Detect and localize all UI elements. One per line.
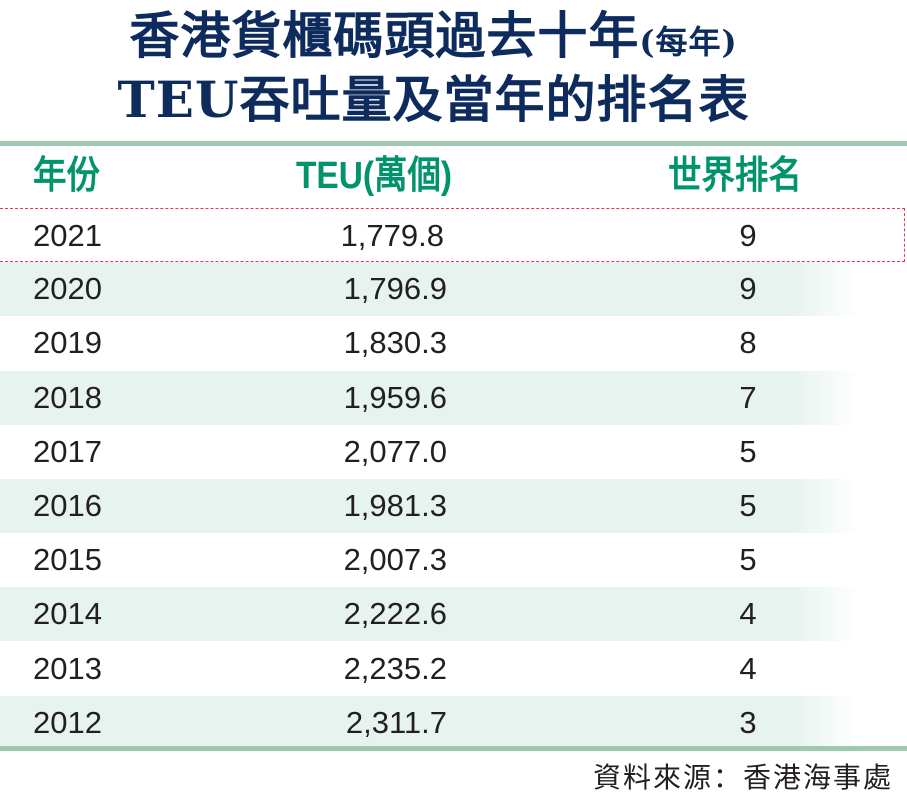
table-row: 2012 2,311.7 3 [0,695,907,750]
table-row: 2015 2,007.3 5 [0,533,907,587]
cell-teu: 1,779.8 [340,218,444,253]
cell-year: 2012 [33,704,102,740]
cell-rank: 5 [739,542,757,578]
cell-year: 2014 [33,596,102,632]
title-line-1: 香港貨櫃碼頭過去十年(每年) [0,6,887,72]
cell-rank: 8 [739,325,757,361]
table-row: 2017 2,077.0 5 [0,425,907,479]
title-suffix: (每年) [639,23,738,61]
cell-teu: 2,235.2 [343,650,447,686]
header-teu: TEU(萬個) [296,155,453,197]
cell-year: 2020 [33,271,102,307]
cell-rank: 4 [739,596,757,632]
cell-teu: 2,311.7 [345,704,447,740]
cell-teu: 2,077.0 [343,433,447,469]
cell-rank: 5 [739,433,757,469]
header-rank: 世界排名 [668,155,802,197]
cell-rank: 3 [739,704,757,740]
table-row: 2013 2,235.2 4 [0,642,907,696]
title-line-2: TEU吞吐量及當年的排名表 [117,70,750,129]
top-rule [0,141,907,146]
cell-year: 2016 [33,488,102,523]
source-note: 資料來源：香港海事處 [592,761,893,794]
bottom-rule [0,746,907,751]
cell-year: 2021 [33,218,102,253]
cell-year: 2015 [33,542,102,578]
cell-teu: 2,222.6 [343,596,447,632]
table-row: 2018 1,959.6 7 [0,370,907,425]
table-row: 2019 1,830.3 8 [0,316,907,370]
cell-year: 2013 [33,650,102,686]
cell-year: 2017 [33,433,102,469]
cell-year: 2018 [33,379,102,415]
cell-rank: 5 [739,488,757,523]
cell-year: 2019 [33,325,102,361]
table-row: 2016 1,981.3 5 [0,479,907,533]
cell-rank: 9 [739,271,757,307]
cell-rank: 4 [739,650,757,686]
title-main: 香港貨櫃碼頭過去十年 [129,6,640,65]
table-row-highlighted: 2021 1,779.8 9 [0,208,905,262]
table-row: 2014 2,222.6 4 [0,587,907,642]
cell-teu: 1,959.6 [343,379,447,415]
cell-teu: 2,007.3 [343,542,447,578]
cell-rank: 7 [739,379,757,415]
cell-teu: 1,981.3 [343,488,447,523]
table-row: 2020 1,796.9 9 [0,262,907,317]
header-year: 年份 [33,155,100,197]
cell-teu: 1,830.3 [343,325,447,361]
cell-teu: 1,796.9 [343,271,447,307]
cell-rank: 9 [739,218,757,253]
